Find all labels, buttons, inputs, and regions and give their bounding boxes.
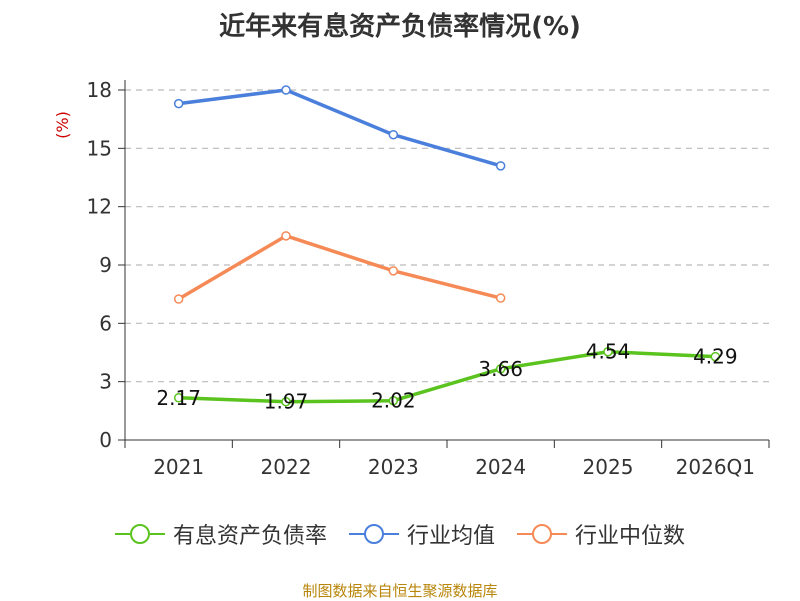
y-tick-label: 9 bbox=[99, 253, 112, 277]
data-point bbox=[388, 129, 399, 140]
data-point bbox=[495, 161, 506, 171]
data-point bbox=[710, 351, 721, 362]
data-point bbox=[281, 85, 291, 95]
legend: 有息资产负债率 行业均值 行业中位数 bbox=[0, 518, 800, 550]
data-point bbox=[388, 395, 399, 406]
data-label: 2.02 bbox=[371, 389, 416, 413]
legend-label: 行业中位数 bbox=[575, 524, 686, 549]
data-point bbox=[281, 396, 291, 407]
y-axis-label: (%) bbox=[53, 111, 72, 139]
legend-item[interactable]: 行业均值 bbox=[348, 518, 495, 550]
data-label: 2.17 bbox=[156, 386, 201, 410]
y-tick-label: 3 bbox=[99, 370, 112, 394]
legend-label: 有息资产负债率 bbox=[172, 524, 327, 549]
series-line bbox=[178, 88, 502, 168]
legend-marker-icon bbox=[348, 524, 399, 544]
legend-item[interactable]: 有息资产负债率 bbox=[114, 518, 327, 550]
x-tick-label: 2025 bbox=[583, 455, 634, 479]
y-tick-label: 0 bbox=[99, 428, 112, 452]
legend-item[interactable]: 行业中位数 bbox=[517, 518, 685, 550]
data-label: 3.66 bbox=[478, 357, 523, 381]
legend-circle bbox=[532, 524, 552, 544]
data-point bbox=[495, 364, 506, 374]
data-point bbox=[173, 294, 184, 304]
data-point bbox=[495, 293, 506, 303]
legend-label: 行业均值 bbox=[406, 524, 495, 549]
legend-marker-icon bbox=[114, 524, 165, 544]
data-point bbox=[388, 266, 399, 276]
data-label: 1.97 bbox=[264, 390, 309, 414]
series-line bbox=[178, 349, 716, 404]
legend-circle bbox=[129, 524, 150, 544]
series-line bbox=[177, 234, 502, 301]
data-label: 4.29 bbox=[693, 345, 738, 369]
x-tick-label: 2021 bbox=[153, 455, 204, 479]
y-tick-label: 15 bbox=[87, 136, 112, 160]
data-point bbox=[603, 346, 613, 357]
x-tick-label: 2023 bbox=[368, 455, 419, 479]
legend-marker-icon bbox=[517, 524, 567, 544]
line-chart: (%) 0 3 6 9 12 15 18 2021 2022 2023 2024 2025 2026Q… bbox=[53, 78, 770, 479]
data-source-note: 制图数据来自恒生聚源数据库 bbox=[302, 582, 498, 600]
x-tick-label: 2026Q1 bbox=[676, 455, 755, 479]
data-label: 4.54 bbox=[586, 340, 631, 364]
y-tick-label: 18 bbox=[87, 78, 112, 102]
chart-title: 近年来有息资产负债率情况(%) bbox=[219, 12, 581, 42]
x-tick-label: 2024 bbox=[475, 455, 526, 479]
data-point bbox=[173, 393, 184, 403]
data-point bbox=[281, 231, 291, 241]
data-point bbox=[173, 98, 184, 109]
x-tick-label: 2022 bbox=[261, 455, 312, 479]
legend-circle bbox=[363, 524, 384, 544]
y-tick-label: 12 bbox=[87, 195, 112, 219]
y-tick-label: 6 bbox=[99, 311, 112, 335]
